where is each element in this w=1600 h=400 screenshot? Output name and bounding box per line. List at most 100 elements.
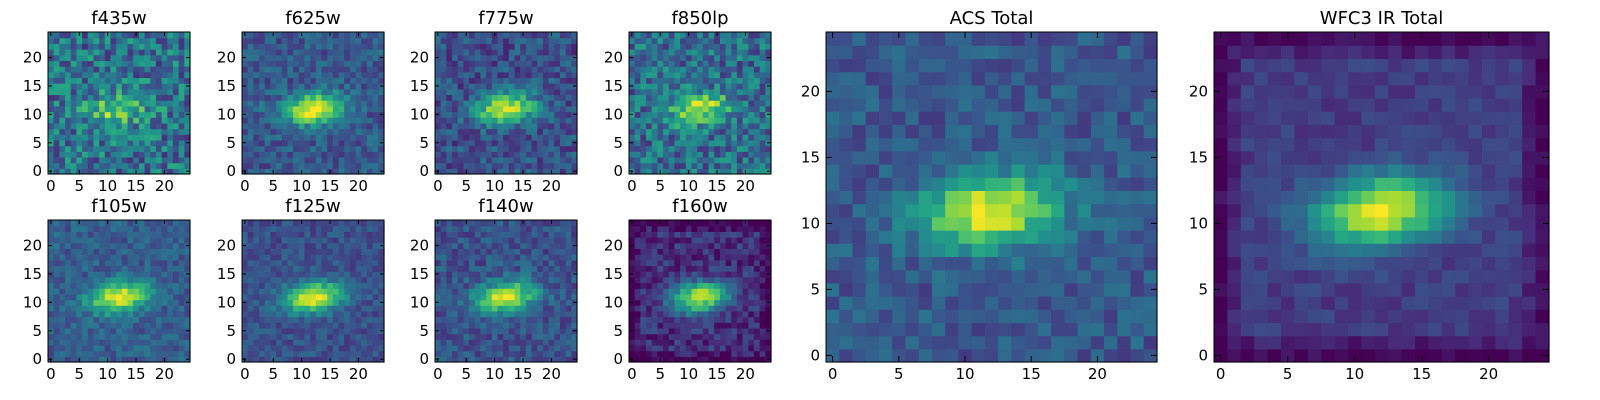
heatmap-cell [366,60,374,67]
heatmap-cell [759,77,766,84]
heatmap-cell [680,151,687,158]
heatmap-cell [548,94,555,101]
heatmap-cell [702,327,710,335]
heatmap-cell [640,327,647,335]
heatmap-cell [372,327,379,335]
heatmap-cell [161,254,168,261]
heatmap-cell [765,156,772,164]
heatmap-cell [372,220,379,227]
heatmap-cell [520,339,527,346]
heatmap-cell [344,310,351,318]
heatmap-cell [344,88,351,96]
heatmap-cell [150,271,157,278]
heatmap-cell [361,271,368,278]
heatmap-cell [104,322,112,329]
heatmap-cell [298,254,306,261]
y-tick-label: 15 [604,77,623,95]
heatmap-cell [697,327,704,335]
heatmap-cell [155,316,163,323]
heatmap-cell [276,77,283,84]
heatmap-cell [110,122,117,130]
heatmap-cell [714,139,721,147]
heatmap-cell [344,43,351,50]
heatmap-cell [446,339,453,346]
heatmap-cell [247,134,254,141]
heatmap-cell [355,111,362,118]
heatmap-cell [304,299,311,306]
heatmap-cell [491,310,499,318]
heatmap-cell [372,310,379,318]
heatmap-cell [685,88,693,96]
heatmap-cell [640,139,647,147]
heatmap-cell [531,105,538,113]
heatmap-cell [640,282,647,289]
heatmap-cell [121,242,129,249]
heatmap-cell [361,248,368,255]
heatmap-cell [537,71,544,79]
heatmap-cell [525,49,533,56]
heatmap-cell [446,134,453,141]
heatmap-cell [725,322,732,329]
heatmap-cell [525,356,533,363]
heatmap-cell [765,71,772,79]
heatmap-cell [338,83,345,90]
heatmap-cell [276,299,283,306]
heatmap-cell [474,322,482,329]
heatmap-cell [554,327,561,335]
heatmap-cell [276,305,283,312]
heatmap-cell [184,316,191,323]
heatmap-cell [82,322,89,329]
heatmap-cell [144,299,151,306]
heatmap-cell [765,37,772,44]
heatmap-cell [178,32,185,39]
heatmap-cell [253,162,260,169]
heatmap-cell [480,54,487,61]
heatmap-cell [150,242,157,249]
heatmap-cell [161,105,168,113]
heatmap-cell [242,37,249,44]
heatmap-cell [736,139,744,147]
heatmap-cell [708,66,715,73]
heatmap-cell [634,316,641,323]
heatmap-cell [520,350,527,357]
heatmap-cell [167,333,174,340]
heatmap-cell [298,276,306,284]
heatmap-cell [127,299,134,306]
heatmap-cell [668,282,676,289]
heatmap-cell [133,288,140,295]
heatmap-cell [452,310,459,318]
heatmap-cell [452,94,459,101]
y-tick-label: 10 [604,105,623,123]
heatmap-cell [452,225,459,232]
heatmap-cell [144,162,151,169]
heatmap-cell [554,225,561,232]
heatmap-cell [110,333,117,340]
heatmap-cell [634,105,641,113]
heatmap-cell [435,339,442,346]
heatmap-cell [457,100,464,107]
heatmap-cell [315,344,323,352]
heatmap-cell [719,162,727,169]
heatmap-cell [287,248,294,255]
heatmap-cell [264,156,271,164]
heatmap-cell [355,333,362,340]
heatmap-cell [651,117,658,124]
heatmap-cell [133,128,140,135]
heatmap-cell [702,117,710,124]
heatmap-cell [440,316,447,323]
heatmap-cell [765,339,772,346]
heatmap-cell [155,66,163,73]
heatmap-cell [242,49,249,56]
heatmap-cell [503,88,510,96]
heatmap-cell [344,322,351,329]
heatmap-cell [304,356,311,363]
heatmap-cell [691,299,698,306]
heatmap-cell [685,145,693,152]
heatmap-cell [150,168,157,175]
heatmap-cell [565,282,572,289]
heatmap-cell [281,94,289,101]
heatmap-cell [76,37,83,44]
heatmap-cell [719,350,727,357]
heatmap-cell [93,282,100,289]
heatmap-cell [298,100,306,107]
